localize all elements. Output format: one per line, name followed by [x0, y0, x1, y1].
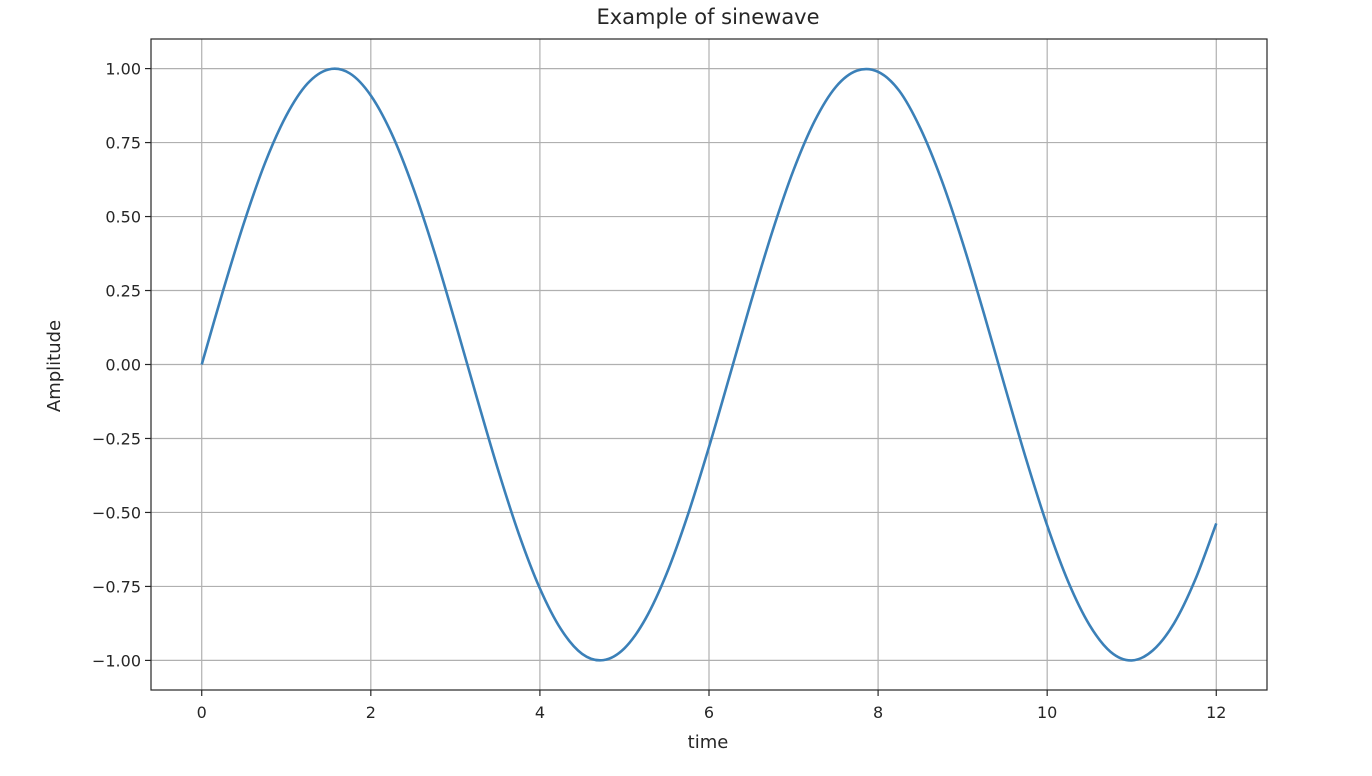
series-line-0	[200, 67, 1218, 662]
tick-marks	[145, 67, 1217, 696]
y-tick-label: −0.25	[92, 429, 141, 448]
y-tick-label: 0.75	[105, 134, 141, 153]
chart-title: Example of sinewave	[596, 5, 819, 29]
x-axis-label: time	[688, 732, 729, 753]
y-tick-label: 0.50	[105, 208, 141, 227]
y-tick-label: 1.00	[105, 60, 141, 79]
y-tick-label: 0.00	[105, 356, 141, 375]
grid-lines	[151, 39, 1267, 690]
x-tick-label: 4	[535, 703, 545, 722]
tick-labels: 0 2 4 6 8 10 12 1.00 0.75 0.50 0.25 0.00 −0.25 −0.50 −…	[92, 60, 1226, 722]
y-axis-label: Amplitude	[44, 320, 65, 412]
y-tick-label: −0.50	[92, 503, 141, 522]
x-tick-label: 8	[873, 703, 883, 722]
x-tick-label: 2	[366, 703, 376, 722]
x-tick-label: 12	[1206, 703, 1226, 722]
series-layer	[200, 67, 1218, 662]
y-tick-label: −0.75	[92, 577, 141, 596]
x-tick-label: 0	[197, 703, 207, 722]
x-tick-label: 10	[1037, 703, 1057, 722]
y-tick-label: −1.00	[92, 651, 141, 670]
x-tick-label: 6	[704, 703, 714, 722]
y-tick-label: 0.25	[105, 282, 141, 301]
